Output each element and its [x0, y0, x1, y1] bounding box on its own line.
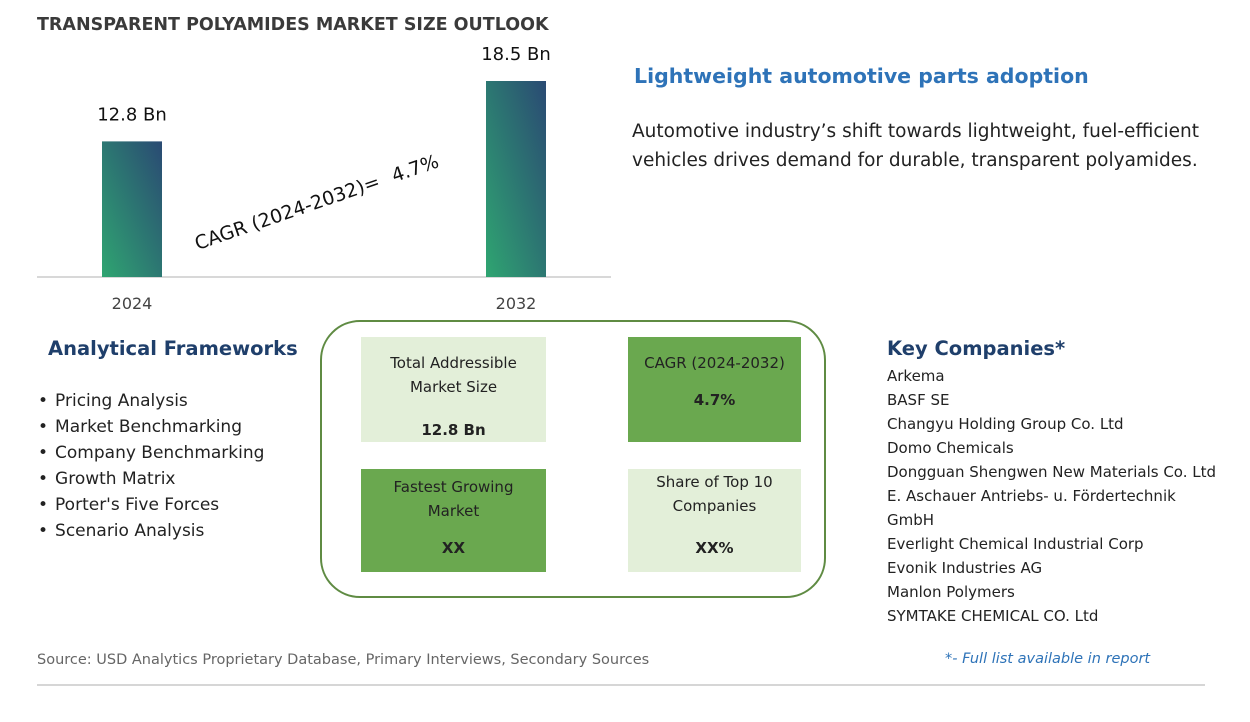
highlight-description: Automotive industry’s shift towards ligh… [632, 121, 1199, 171]
full-list-note: *- Full list available in report [945, 651, 1151, 667]
metrics-panel [320, 320, 826, 598]
bar-2024 [102, 141, 162, 277]
company-item: Manlon Polymers [887, 583, 1015, 601]
framework-item: Porter's Five Forces [38, 492, 264, 518]
tam-value: 12.8 Bn [421, 421, 486, 439]
framework-item: Company Benchmarking [38, 440, 264, 466]
data-label-2032: 18.5 Bn [481, 44, 551, 65]
frameworks-list: Pricing Analysis Market Benchmarking Com… [38, 388, 264, 544]
companies-title: Key Companies* [887, 337, 1066, 360]
fastest-market-value: XX [441, 539, 466, 557]
company-item: SYMTAKE CHEMICAL CO. Ltd [887, 607, 1099, 625]
company-item: Dongguan Shengwen New Materials Co. Ltd [887, 463, 1216, 481]
cagr-label: CAGR (2024-2032) [644, 354, 785, 372]
data-label-2024: 12.8 Bn [97, 104, 167, 125]
tam-card: Total Addressible Market Size 12.8 Bn [361, 337, 546, 442]
fastest-market-card: Fastest Growing Market XX [361, 469, 546, 572]
top10-share-card: Share of Top 10 Companies XX% [628, 469, 801, 572]
framework-item: Pricing Analysis [38, 388, 264, 414]
company-item: BASF SE [887, 391, 950, 409]
company-item: Everlight Chemical Industrial Corp [887, 535, 1144, 553]
companies-list: Arkema BASF SE Changyu Holding Group Co.… [887, 364, 1216, 628]
bottom-divider [37, 684, 1205, 686]
x-tick-label-2024: 2024 [112, 294, 153, 313]
page-title: TRANSPARENT POLYAMIDES MARKET SIZE OUTLO… [37, 15, 549, 35]
fastest-market-label: Fastest Growing Market [393, 478, 514, 520]
x-tick-label-2032: 2032 [496, 294, 537, 313]
top10-share-label: Share of Top 10 Companies [656, 473, 773, 515]
framework-item: Market Benchmarking [38, 414, 264, 440]
company-item: Domo Chemicals [887, 439, 1014, 457]
market-size-chart: 12.8 Bn 2024 18.5 Bn 2032 [37, 44, 611, 313]
cagr-value: 4.7% [693, 391, 736, 409]
framework-item: Growth Matrix [38, 466, 264, 492]
top10-share-value: XX% [695, 539, 734, 557]
company-item: Changyu Holding Group Co. Ltd [887, 415, 1124, 433]
frameworks-title: Analytical Frameworks [48, 337, 298, 360]
company-item: Arkema [887, 367, 945, 385]
tam-label: Total Addressible Market Size [390, 354, 517, 396]
source-note: Source: USD Analytics Proprietary Databa… [37, 652, 650, 668]
cagr-card: CAGR (2024-2032) 4.7% [628, 337, 801, 442]
highlight-title: Lightweight automotive parts adoption [634, 64, 1089, 88]
company-item: GmbH [887, 511, 935, 529]
company-item: E. Aschauer Antriebs- u. Fördertechnik [887, 487, 1176, 505]
framework-item: Scenario Analysis [38, 518, 264, 544]
company-item: Evonik Industries AG [887, 559, 1043, 577]
bar-2032 [486, 81, 546, 277]
